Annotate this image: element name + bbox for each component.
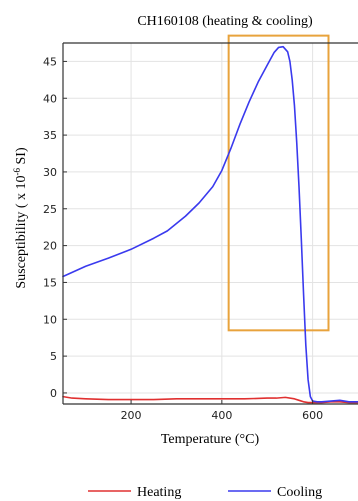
x-axis-label: Temperature (°C) [161, 432, 260, 447]
legend-label-heating: Heating [137, 485, 181, 500]
y-axis-label-main: Susceptibility ( x 10 [14, 175, 29, 288]
highlight-box [227, 34, 330, 332]
y-tick-label-10: 10 [43, 313, 57, 326]
y-tick-label-20: 20 [43, 240, 57, 253]
y-tick-label-40: 40 [43, 92, 57, 105]
y-tick-label-25: 25 [43, 203, 57, 216]
y-tick-label-0: 0 [50, 387, 57, 400]
tick-layer: 0 5 10 15 20 25 30 35 40 45 200 400 600 [43, 55, 323, 422]
y-axis-label-tail: SI) [14, 147, 29, 168]
legend: Heating Cooling [88, 485, 322, 500]
y-axis-label-exponent: -6 [12, 167, 22, 175]
y-tick-label-15: 15 [43, 276, 57, 289]
y-tick-label-35: 35 [43, 129, 57, 142]
series-line-cooling [62, 45, 358, 403]
frame-layer [62, 42, 358, 405]
y-axis-label: Susceptibility ( x 10-6 SI) [12, 147, 29, 289]
x-tick-label-600: 600 [302, 409, 323, 422]
legend-label-cooling: Cooling [277, 485, 322, 500]
grid-layer [63, 43, 358, 404]
chart-title: CH160108 (heating & cooling) [137, 14, 313, 29]
x-tick-label-200: 200 [121, 409, 142, 422]
x-tick-label-400: 400 [211, 409, 232, 422]
plot-layer [62, 34, 358, 404]
y-tick-label-30: 30 [43, 166, 57, 179]
y-tick-label-45: 45 [43, 55, 57, 68]
y-tick-label-5: 5 [50, 350, 57, 363]
